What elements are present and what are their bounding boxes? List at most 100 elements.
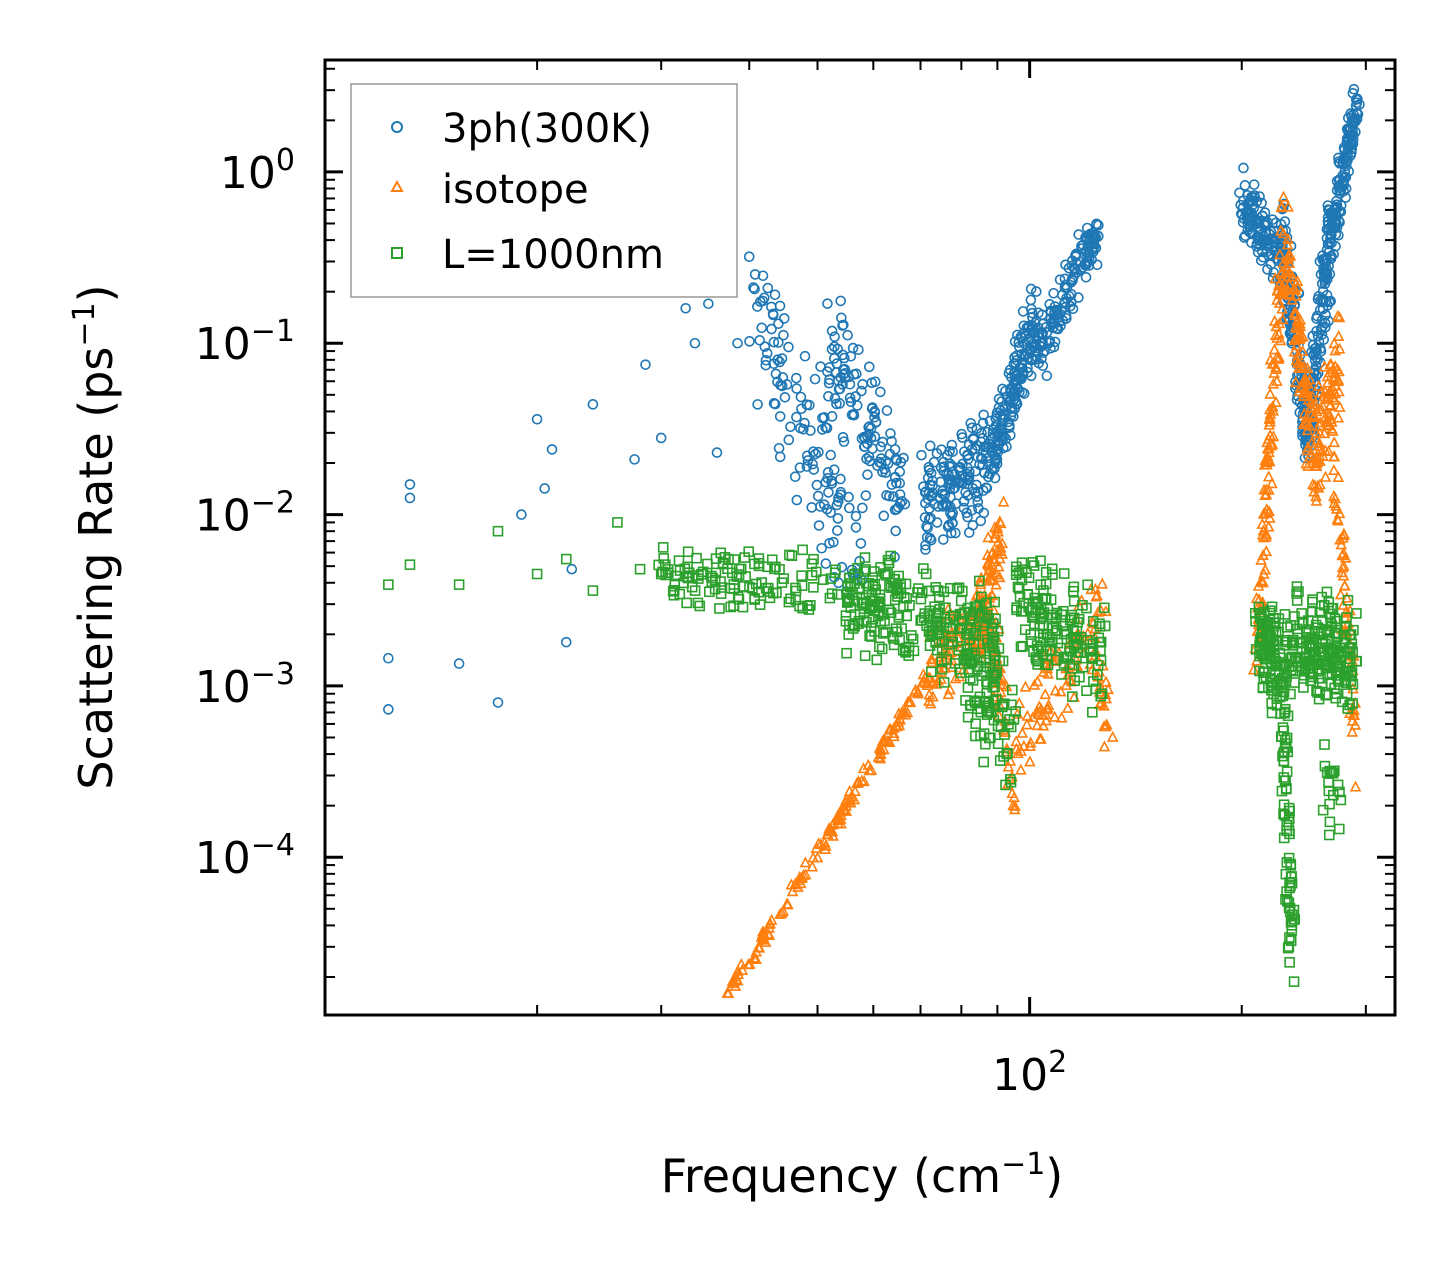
data-point: [1030, 354, 1041, 365]
data-point: [955, 667, 966, 679]
legend-marker-square: [391, 247, 403, 259]
data-point: [1070, 251, 1081, 262]
data-point: [682, 561, 693, 573]
data-point: [1329, 393, 1341, 405]
legend-label-isotope: isotope: [442, 167, 589, 213]
data-point: [1330, 667, 1342, 679]
data-point: [1018, 388, 1030, 399]
data-point: [1309, 375, 1321, 386]
data-point: [888, 730, 900, 742]
data-point: [769, 289, 781, 301]
data-point: [881, 490, 892, 501]
data-point: [743, 957, 756, 969]
data-point: [946, 439, 958, 451]
data-point: [629, 454, 640, 465]
data-point: [1068, 612, 1080, 624]
data-point: [1298, 682, 1309, 693]
data-point: [1081, 685, 1092, 697]
data-point: [820, 558, 832, 569]
data-point: [1290, 306, 1302, 318]
data-point: [756, 322, 767, 334]
data-point: [1091, 218, 1102, 230]
data-point: [1055, 711, 1068, 723]
data-point: [1284, 957, 1295, 968]
data-point: [1024, 736, 1037, 748]
data-point: [984, 573, 997, 585]
data-point: [832, 525, 843, 536]
data-point: [878, 510, 890, 522]
data-point: [795, 391, 807, 403]
data-point: [996, 678, 1009, 690]
data-point: [404, 479, 416, 490]
data-point: [937, 501, 949, 512]
data-point: [772, 376, 783, 388]
data-point: [876, 735, 889, 747]
data-point: [1098, 699, 1110, 711]
data-point: [1037, 665, 1050, 677]
data-point: [1044, 298, 1056, 310]
data-point: [1312, 379, 1325, 391]
legend-marker-circle: [391, 121, 403, 133]
data-point: [939, 489, 950, 501]
data-point: [1319, 739, 1330, 750]
data-point: [826, 818, 839, 830]
data-point: [1005, 721, 1017, 733]
data-point: [836, 561, 848, 573]
data-point: [1005, 776, 1017, 788]
data-point: [383, 652, 394, 664]
data-point: [1013, 567, 1025, 579]
data-point: [955, 595, 967, 607]
data-point: [1034, 732, 1046, 744]
data-point: [739, 552, 751, 563]
data-point: [756, 933, 769, 945]
data-point: [915, 615, 926, 626]
data-point: [1312, 330, 1324, 342]
data-point: [776, 906, 788, 918]
data-point: [1321, 625, 1333, 637]
data-point: [1021, 567, 1032, 578]
data-point: [1010, 565, 1022, 577]
data-point: [1323, 224, 1334, 236]
data-point: [1271, 331, 1283, 343]
data-point: [882, 554, 894, 566]
data-point: [1283, 825, 1295, 837]
data-point: [1007, 799, 1019, 811]
data-point: [810, 566, 822, 578]
data-point: [997, 495, 1010, 507]
data-point: [560, 636, 572, 648]
data-point: [1088, 676, 1099, 687]
data-point: [1333, 311, 1346, 323]
data-point: [1032, 659, 1043, 670]
data-point: [1318, 360, 1331, 372]
data-point: [828, 464, 840, 476]
data-point: [889, 574, 901, 585]
data-point: [924, 697, 937, 709]
data-point: [825, 449, 837, 461]
data-point: [1005, 403, 1017, 415]
data-point: [783, 341, 794, 353]
data-point: [779, 392, 791, 403]
data-point: [953, 670, 966, 682]
data-point: [877, 743, 890, 755]
data-point: [729, 554, 740, 565]
data-point: [882, 568, 894, 579]
data-point: [1293, 317, 1306, 329]
data-point: [655, 432, 667, 444]
data-point: [839, 364, 851, 375]
data-point: [1032, 322, 1044, 334]
data-point: [830, 564, 841, 576]
data-point: [1281, 766, 1293, 777]
data-point: [976, 607, 988, 619]
data-point: [1046, 563, 1058, 575]
data-point: [773, 318, 784, 330]
data-point: [920, 497, 931, 509]
data-point: [1049, 684, 1062, 696]
data-point: [1276, 313, 1289, 325]
data-point: [1331, 195, 1342, 207]
data-point: [897, 645, 909, 656]
data-point: [842, 595, 854, 607]
data-point: [634, 563, 646, 575]
data-point: [714, 603, 725, 614]
data-point: [1333, 660, 1345, 672]
data-point: [1307, 410, 1320, 422]
